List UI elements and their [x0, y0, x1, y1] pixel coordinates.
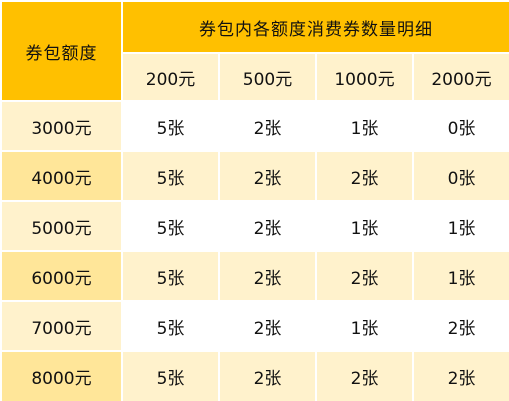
count-cell: 2张	[315, 350, 414, 401]
count-cell: 5张	[121, 200, 220, 252]
count-cell: 2张	[218, 350, 317, 401]
count-cell: 1张	[412, 200, 509, 252]
table-row: 5000元 5张 2张 1张 1张	[0, 200, 509, 252]
count-cell: 2张	[218, 250, 317, 302]
count-cell: 2张	[218, 150, 317, 202]
count-cell: 2张	[412, 300, 509, 352]
table-row: 4000元 5张 2张 2张 0张	[0, 150, 509, 202]
row-amount: 7000元	[0, 300, 123, 352]
count-cell: 5张	[121, 250, 220, 302]
count-cell: 5张	[121, 350, 220, 401]
row-amount: 8000元	[0, 350, 123, 401]
row-amount: 4000元	[0, 150, 123, 202]
count-cell: 5张	[121, 300, 220, 352]
row-amount: 3000元	[0, 100, 123, 152]
count-cell: 2张	[218, 200, 317, 252]
header-row-denominations: 200元 500元 1000元 2000元	[1, 52, 509, 102]
group-header: 券包内各额度消费券数量明细	[121, 0, 509, 54]
count-cell: 2张	[315, 250, 414, 302]
row-amount: 5000元	[0, 200, 123, 252]
count-cell: 1张	[315, 200, 414, 252]
count-cell: 2张	[218, 100, 317, 152]
count-cell: 0张	[412, 150, 509, 202]
count-cell: 1张	[315, 300, 414, 352]
denomination-header-2000: 2000元	[412, 52, 509, 102]
denomination-header-1000: 1000元	[315, 52, 414, 102]
count-cell: 5张	[121, 100, 220, 152]
table-row: 6000元 5张 2张 2张 1张	[0, 250, 509, 302]
table-row: 3000元 5张 2张 1张 0张	[0, 100, 509, 152]
count-cell: 2张	[315, 150, 414, 202]
corner-header: 券包额度	[0, 0, 123, 102]
count-cell: 5张	[121, 150, 220, 202]
count-cell: 2张	[218, 300, 317, 352]
denomination-header-200: 200元	[121, 52, 220, 102]
table-row: 7000元 5张 2张 1张 2张	[0, 300, 509, 352]
row-amount: 6000元	[0, 250, 123, 302]
denomination-header-500: 500元	[218, 52, 317, 102]
table-row: 8000元 5张 2张 2张 2张	[0, 350, 509, 401]
count-cell: 2张	[412, 350, 509, 401]
count-cell: 1张	[412, 250, 509, 302]
count-cell: 0张	[412, 100, 509, 152]
header-row-top: 券包额度 券包内各额度消费券数量明细	[0, 0, 509, 102]
count-cell: 1张	[315, 100, 414, 152]
